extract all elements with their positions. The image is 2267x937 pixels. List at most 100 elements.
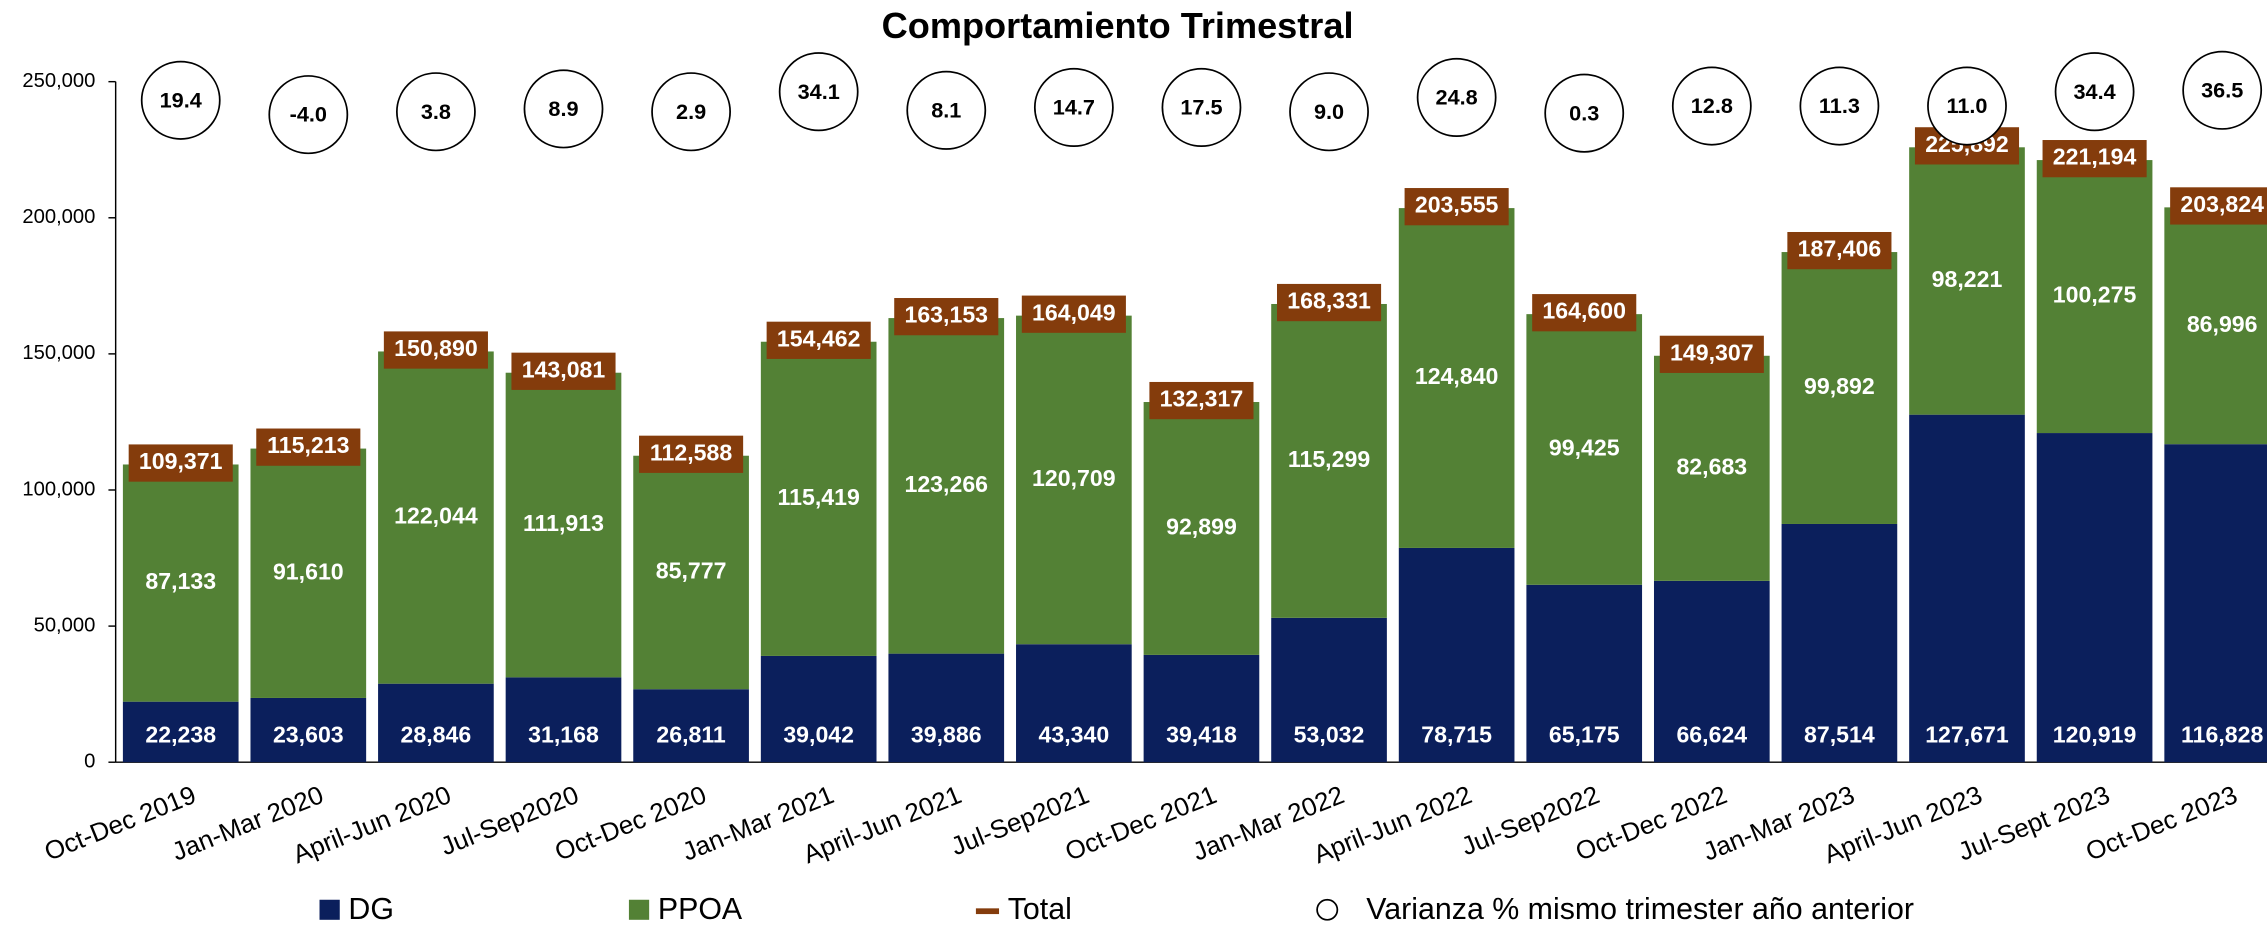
total-label: 168,331 [1287,288,1371,314]
value-label: 82,683 [1676,453,1747,479]
ppoa-bar [1653,355,1770,581]
total-marker [256,428,361,466]
total-label: 164,049 [1032,299,1116,325]
variance-circle [906,70,987,150]
variance-circle [1671,66,1752,146]
value-label: 123,266 [904,471,988,497]
legend-label: Varianza % mismo trimester año anterior [1366,893,1914,926]
total-label: 112,588 [650,439,732,465]
value-label: 53,032 [1294,722,1365,748]
total-label: 109,371 [139,448,223,474]
value-label: 66,624 [1676,722,1747,748]
ppoa-bar [1909,147,2025,415]
variance-circle [778,52,859,132]
variance-circle [523,69,604,149]
total-marker [128,444,233,482]
value-label: 115,419 [778,484,860,510]
total-label: 115,213 [267,432,349,458]
legend-swatch [628,899,650,920]
dg-bar [1398,547,1515,763]
ppoa-bar [378,351,494,684]
variance-label: 17.5 [1180,95,1222,120]
chart-title: Comportamiento Trimestral [882,5,1354,46]
value-label: 127,671 [1925,722,2009,748]
value-label: 124,840 [1415,363,1499,389]
variance-label: 14.7 [1053,95,1095,120]
variance-circle [1161,67,1242,147]
dg-bar [1143,654,1260,763]
total-marker [383,331,488,369]
value-label: 85,777 [656,558,727,584]
total-label: 154,462 [777,325,861,351]
total-marker [766,321,871,359]
total-marker [1276,283,1382,322]
value-label: 120,709 [1032,465,1116,491]
total-marker [1404,188,1509,226]
total-marker [1659,335,1764,373]
value-label: 99,892 [1804,373,1875,399]
total-label: 221,194 [2053,144,2137,170]
variance-label: 34.1 [798,79,840,104]
total-label: 150,890 [394,335,478,361]
value-label: 39,042 [783,722,854,748]
ppoa-bar [760,341,877,656]
dg-bar [633,689,749,763]
variance-label: 9.0 [1314,99,1344,124]
ppoa-bar [1271,303,1387,618]
total-label: 163,153 [904,302,988,328]
legend-swatch [1316,898,1339,921]
y-tick-label: 50,000 [34,614,96,636]
y-tick-label: 250,000 [22,70,95,92]
ppoa-bar [2164,207,2267,445]
variance-label: 11.3 [1819,93,1860,118]
variance-label: 11.0 [1946,93,1987,118]
total-marker [894,298,999,336]
y-tick-label: 100,000 [22,478,95,500]
total-marker [1149,381,1254,420]
dg-bar [2036,433,2153,763]
variance-circle [140,60,221,140]
dg-bar [760,655,877,763]
variance-label: 24.8 [1436,85,1478,110]
ppoa-bar [1398,208,1515,548]
value-label: 22,238 [145,722,216,748]
ppoa-bar [888,318,1005,654]
variance-circle [268,75,349,155]
dg-bar [1016,644,1132,763]
dg-bar [1271,617,1387,763]
value-label: 87,133 [145,568,216,594]
value-label: 26,811 [656,722,726,748]
total-label: 187,406 [1798,236,1882,262]
value-label: 31,168 [528,722,599,748]
total-label: 132,317 [1160,386,1244,412]
dg-bar [1781,523,1898,763]
value-label: 92,899 [1166,514,1237,540]
dg-bar [122,701,239,763]
y-tick-label: 0 [84,751,95,773]
y-tick-label: 200,000 [22,206,95,228]
total-label: 149,307 [1670,339,1754,365]
ppoa-bar [505,372,622,678]
variance-circle [1799,66,1880,146]
total-label: 164,600 [1542,298,1626,324]
legend-swatch [975,908,1000,915]
value-label: 65,175 [1549,722,1620,748]
dg-bar [505,677,622,763]
y-tick-label: 150,000 [22,342,95,364]
variance-label: 36.5 [2201,77,2243,102]
value-label: 111,913 [523,510,604,536]
total-marker [2042,140,2147,178]
variance-circle [1033,67,1114,147]
ppoa-bar [1143,402,1260,655]
variance-label: -4.0 [290,102,327,127]
value-label: 43,340 [1038,722,1109,748]
ppoa-bar [122,464,239,702]
variance-circle [1416,57,1497,137]
value-label: 39,886 [911,722,982,748]
value-label: 100,275 [2053,282,2137,308]
variance-label: 8.9 [548,96,578,121]
value-label: 87,514 [1804,722,1875,748]
dg-bar [1526,584,1643,763]
ppoa-bar [633,455,749,690]
value-label: 23,603 [273,722,344,748]
